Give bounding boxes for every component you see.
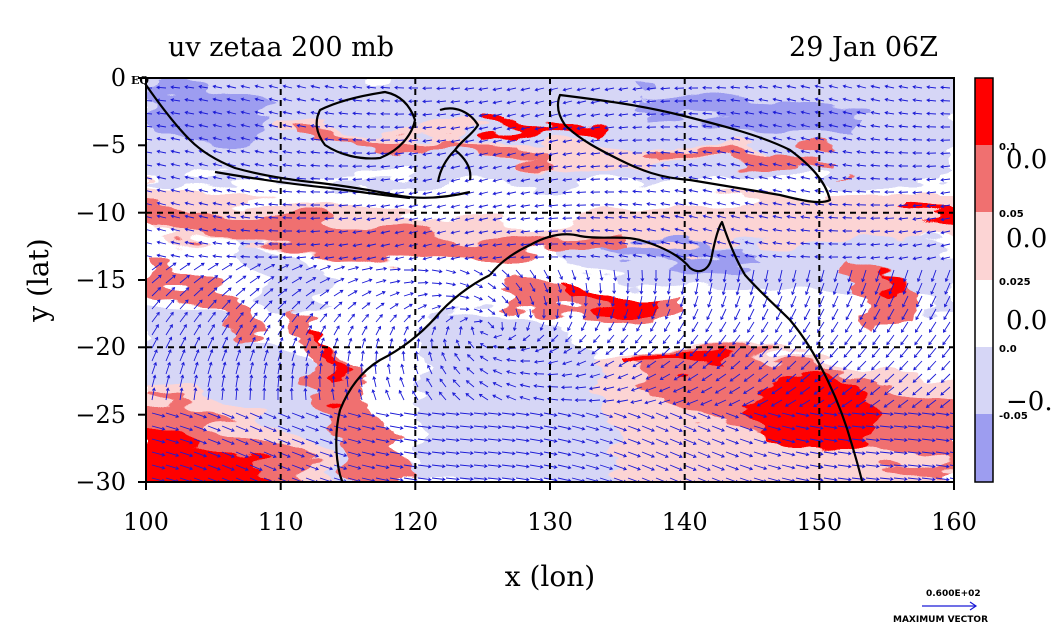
colorbar-level-label: 0.0 <box>999 344 1017 355</box>
vector-key-arrow-icon <box>969 601 978 611</box>
colorbar-level-label: 0.025 <box>999 277 1031 288</box>
y-tick-label: −30 <box>75 468 126 496</box>
colorbar-swatch <box>975 145 993 212</box>
map-title: uv zetaa 200 mb <box>168 32 394 63</box>
equator-label: EQ <box>131 74 149 87</box>
colorbar-level-label: -0.05 <box>999 411 1028 422</box>
colorbar-level-label: 0.05 <box>999 209 1024 220</box>
map-timestamp: 29 Jan 06Z <box>789 32 938 63</box>
colorbar-swatch <box>975 78 993 145</box>
y-tick-label: −20 <box>75 333 126 361</box>
x-axis-label: x (lon) <box>505 560 595 593</box>
y-tick-label: −10 <box>75 199 126 227</box>
x-tick-label: 130 <box>527 508 573 536</box>
x-tick-label: 120 <box>392 508 438 536</box>
colorbar-swatch <box>975 347 993 414</box>
y-tick-label: 0 <box>111 64 126 92</box>
colorbar: 0.1 0.05 0.025 0.0 -0.05 0.0 0.0 0.0 −0. <box>974 77 1053 483</box>
x-tick-label: 140 <box>662 508 708 536</box>
map-gridlines <box>146 78 954 482</box>
x-tick-label: 150 <box>796 508 842 536</box>
colorbar-swatch <box>975 414 993 482</box>
x-tick-label: 160 <box>931 508 977 536</box>
colorbar-overlap-label: 0.0 <box>1006 145 1047 175</box>
y-axis-label: y (lat) <box>22 238 55 322</box>
vector-key: 0.600E+02 MAXIMUM VECTOR <box>893 589 988 625</box>
vector-key-label: MAXIMUM VECTOR <box>893 615 988 625</box>
x-axis-ticks: 100 110 120 130 140 150 160 <box>123 508 977 536</box>
y-axis-ticks: 0 −5 −10 −15 −20 −25 −30 <box>75 64 126 496</box>
y-tick-label: −5 <box>91 131 126 159</box>
colorbar-overlap-label: 0.0 <box>1006 306 1047 336</box>
x-tick-label: 100 <box>123 508 169 536</box>
colorbar-overlap-label: −0. <box>1006 387 1053 417</box>
y-tick-label: −15 <box>75 266 126 294</box>
colorbar-swatch <box>975 212 993 280</box>
x-tick-label: 110 <box>258 508 304 536</box>
colorbar-swatch <box>975 280 993 347</box>
colorbar-level-label: 0.1 <box>999 142 1017 153</box>
y-tick-label: −25 <box>75 401 126 429</box>
vector-key-value: 0.600E+02 <box>926 589 981 599</box>
vorticity-field <box>146 78 954 482</box>
coastlines <box>146 84 864 482</box>
colorbar-overlap-label: 0.0 <box>1006 224 1047 254</box>
